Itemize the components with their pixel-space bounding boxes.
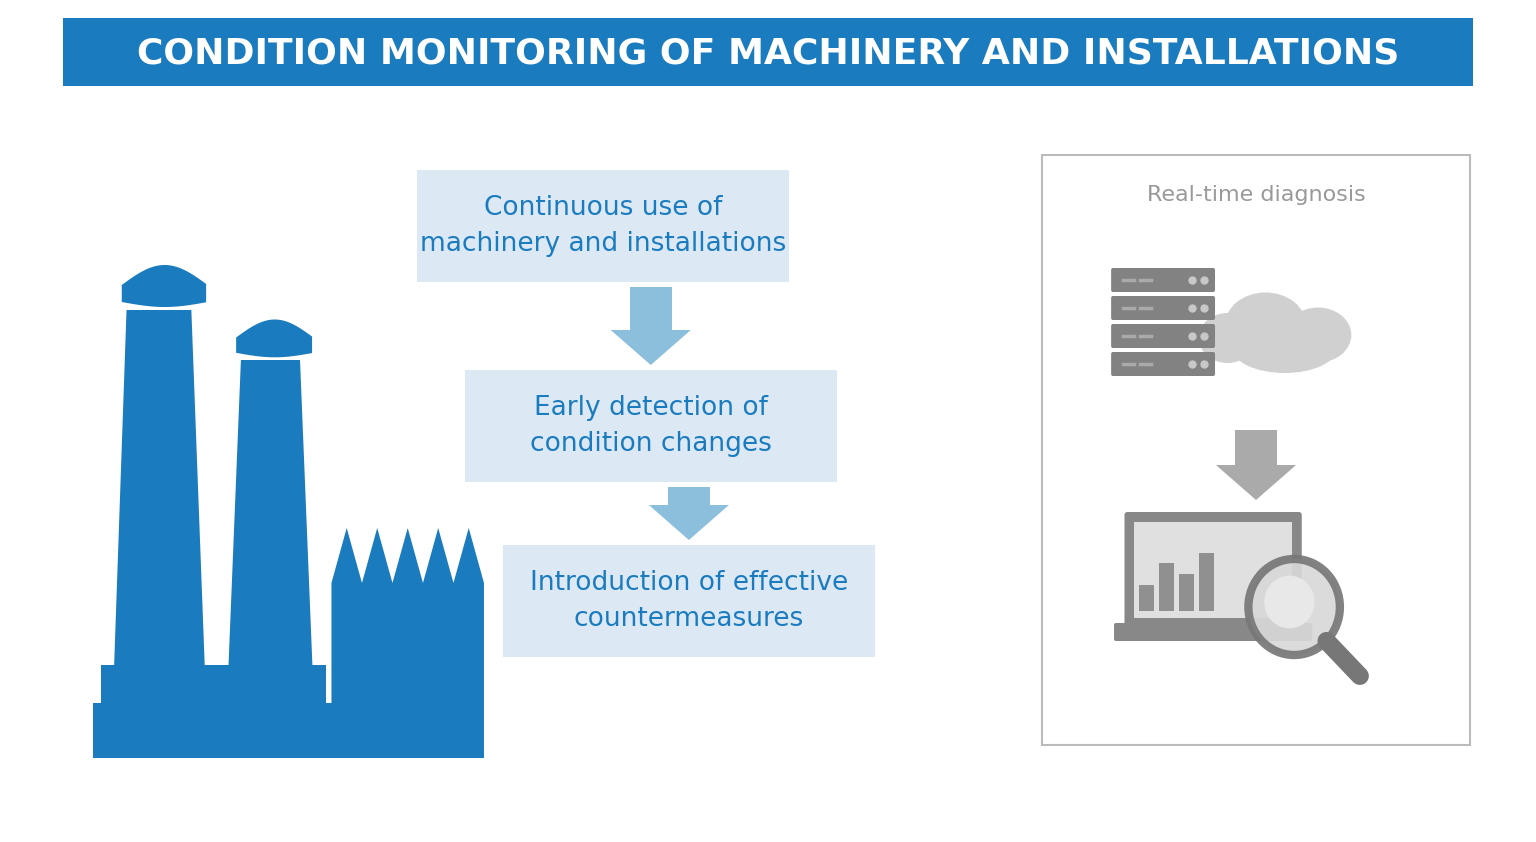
Circle shape (1264, 576, 1315, 628)
Polygon shape (611, 330, 691, 365)
FancyBboxPatch shape (1124, 512, 1301, 628)
FancyBboxPatch shape (1134, 522, 1292, 618)
FancyBboxPatch shape (1138, 585, 1154, 611)
Text: Real-time diagnosis: Real-time diagnosis (1147, 185, 1366, 205)
Polygon shape (237, 319, 312, 357)
FancyBboxPatch shape (1235, 430, 1276, 465)
FancyBboxPatch shape (1114, 623, 1312, 641)
FancyBboxPatch shape (668, 487, 710, 505)
Polygon shape (332, 528, 484, 758)
Text: Introduction of effective
countermeasures: Introduction of effective countermeasure… (530, 570, 848, 632)
FancyBboxPatch shape (215, 665, 326, 703)
FancyBboxPatch shape (1111, 324, 1215, 348)
FancyBboxPatch shape (63, 18, 1473, 86)
Text: CONDITION MONITORING OF MACHINERY AND INSTALLATIONS: CONDITION MONITORING OF MACHINERY AND IN… (137, 36, 1399, 70)
FancyBboxPatch shape (465, 370, 837, 482)
FancyBboxPatch shape (1111, 296, 1215, 320)
Polygon shape (1217, 465, 1296, 500)
Ellipse shape (1284, 307, 1352, 363)
FancyBboxPatch shape (101, 665, 215, 703)
FancyBboxPatch shape (1158, 563, 1174, 611)
Text: Early detection of
condition changes: Early detection of condition changes (530, 395, 771, 457)
Polygon shape (114, 310, 204, 665)
FancyBboxPatch shape (1041, 155, 1470, 745)
Circle shape (1249, 559, 1339, 655)
Ellipse shape (1198, 313, 1256, 363)
FancyBboxPatch shape (94, 703, 362, 758)
Polygon shape (229, 360, 312, 665)
Ellipse shape (1232, 323, 1336, 373)
FancyBboxPatch shape (1111, 268, 1215, 292)
FancyBboxPatch shape (1178, 574, 1193, 611)
FancyBboxPatch shape (418, 170, 790, 282)
FancyBboxPatch shape (1198, 552, 1213, 611)
Polygon shape (648, 505, 730, 540)
FancyBboxPatch shape (502, 545, 874, 657)
Polygon shape (121, 265, 206, 307)
FancyBboxPatch shape (1111, 352, 1215, 376)
Ellipse shape (1226, 292, 1306, 358)
Text: Continuous use of
machinery and installations: Continuous use of machinery and installa… (419, 195, 786, 257)
FancyBboxPatch shape (630, 287, 671, 330)
